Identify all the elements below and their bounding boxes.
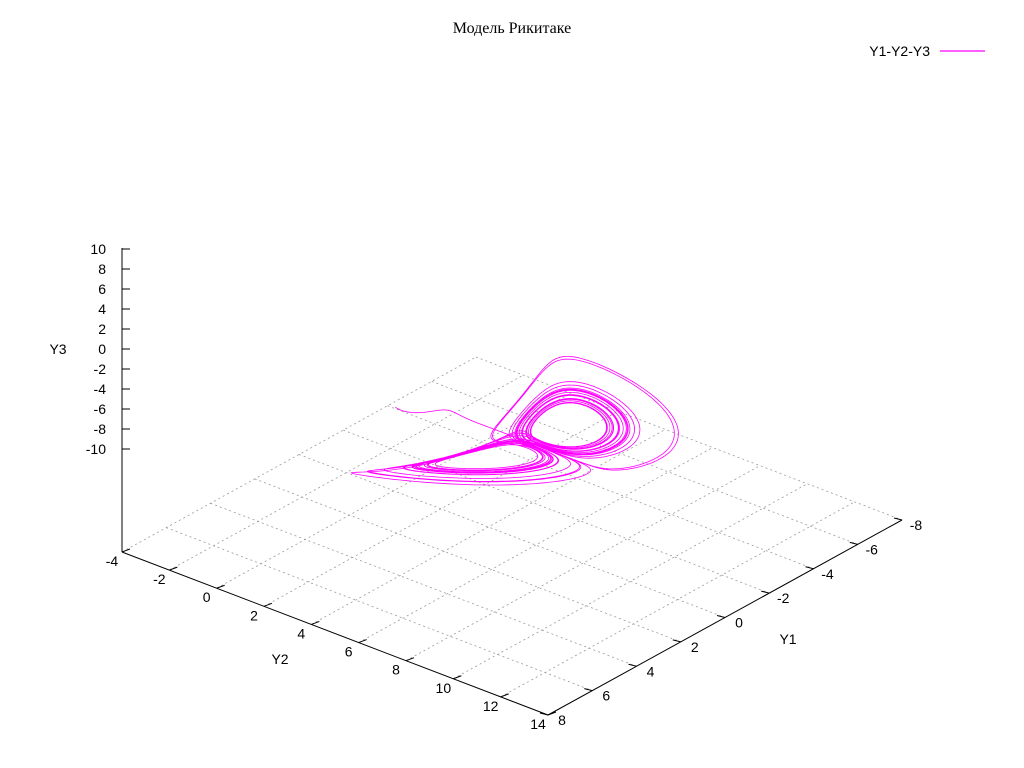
- grid-line-y1: [387, 405, 814, 570]
- y2-tick-mark: [358, 639, 367, 644]
- grid-line-y2: [311, 429, 666, 625]
- y3-tick-label: 10: [90, 241, 106, 257]
- grid-line-y2: [358, 447, 713, 643]
- y2-tick-label: 14: [530, 716, 546, 732]
- y2-tick-mark: [311, 620, 320, 625]
- y2-tick-label: 2: [250, 607, 258, 623]
- y1-tick-mark: [628, 663, 637, 667]
- grid-line-y1: [431, 381, 858, 545]
- y1-tick-mark: [584, 688, 593, 692]
- y3-tick-label: 2: [98, 321, 106, 337]
- y1-tick-mark: [893, 517, 903, 521]
- legend-label: Y1-Y2-Y3: [869, 43, 930, 59]
- series-line-y1-y2-y3: [350, 356, 679, 486]
- y2-tick-mark: [405, 657, 415, 662]
- y3-tick-label: 4: [98, 301, 106, 317]
- y3-tick-label: -2: [94, 361, 107, 377]
- y2-tick-mark: [263, 602, 273, 607]
- grid-line-y2: [405, 465, 761, 662]
- grid-line-y1: [210, 502, 637, 667]
- grid-line-y1: [166, 527, 593, 691]
- y2-tick-mark: [547, 711, 557, 716]
- y1-tick-label: 2: [691, 639, 699, 655]
- y2-tick-label: -2: [153, 571, 166, 587]
- y1-tick-mark: [805, 566, 814, 570]
- y2-tick-mark: [216, 584, 225, 589]
- y3-tick-label: 0: [98, 341, 106, 357]
- y1-tick-label: 4: [647, 663, 655, 679]
- y2-axis-line: [121, 551, 549, 716]
- y2-tick-mark: [169, 566, 178, 571]
- y2-tick-label: 10: [436, 680, 452, 696]
- grid-line-y2: [453, 483, 808, 680]
- y2-tick-label: 0: [203, 589, 211, 605]
- y1-tick-label: -2: [777, 590, 790, 606]
- y1-tick-label: -8: [910, 517, 923, 533]
- y1-tick-label: 0: [735, 615, 743, 631]
- y1-tick-label: 6: [602, 688, 610, 704]
- grid-line-y2: [500, 501, 855, 698]
- floor-back-edge: [121, 356, 477, 553]
- grid-line-y1: [298, 454, 726, 618]
- y1-tick-label: -6: [866, 541, 879, 557]
- y3-tick-label: 6: [98, 281, 106, 297]
- y2-tick-label: 8: [392, 662, 400, 678]
- y2-tick-mark: [500, 693, 509, 698]
- y2-axis-label: Y2: [271, 651, 288, 667]
- tick-labels: 10 8 6 4 2 0 -2 -4 -6 -8 -10 -4 -2 0 2 4 6 8 10 12 14 -8 -6 -4 -…: [86, 241, 923, 732]
- y2-tick-mark: [453, 675, 462, 680]
- y3-tick-label: -10: [86, 441, 106, 457]
- y1-tick-label: -4: [821, 566, 834, 582]
- y1-tick-mark: [672, 639, 681, 643]
- floor-grid: [121, 356, 903, 698]
- y3-tick-label: -8: [94, 421, 107, 437]
- y2-tick-label: 4: [297, 625, 305, 641]
- y2-tick-mark: [121, 548, 131, 553]
- y1-tick-mark: [716, 615, 726, 618]
- y1-tick-label: 8: [558, 712, 566, 728]
- y1-tick-mark: [539, 712, 549, 716]
- y2-tick-label: -4: [106, 553, 119, 569]
- y2-tick-label: 6: [345, 644, 353, 660]
- y3-tick-label: -4: [94, 381, 107, 397]
- floor-back-edge: [475, 356, 903, 521]
- grid-line-y1: [254, 478, 681, 643]
- grid-line-y2: [263, 410, 619, 607]
- y1-tick-mark: [761, 590, 770, 594]
- y1-tick-mark: [849, 541, 858, 545]
- chart-title: Модель Рикитаке: [453, 20, 571, 37]
- grid-line-y2: [169, 374, 524, 571]
- y1-axis-label: Y1: [779, 631, 796, 647]
- y3-tick-label: -6: [94, 401, 107, 417]
- y3-tick-label: 8: [98, 261, 106, 277]
- legend: Y1-Y2-Y3: [869, 43, 985, 59]
- grid-line-y1: [343, 429, 770, 594]
- y3-axis-label: Y3: [49, 341, 66, 357]
- trajectory: [350, 356, 679, 486]
- y2-tick-label: 12: [483, 698, 499, 714]
